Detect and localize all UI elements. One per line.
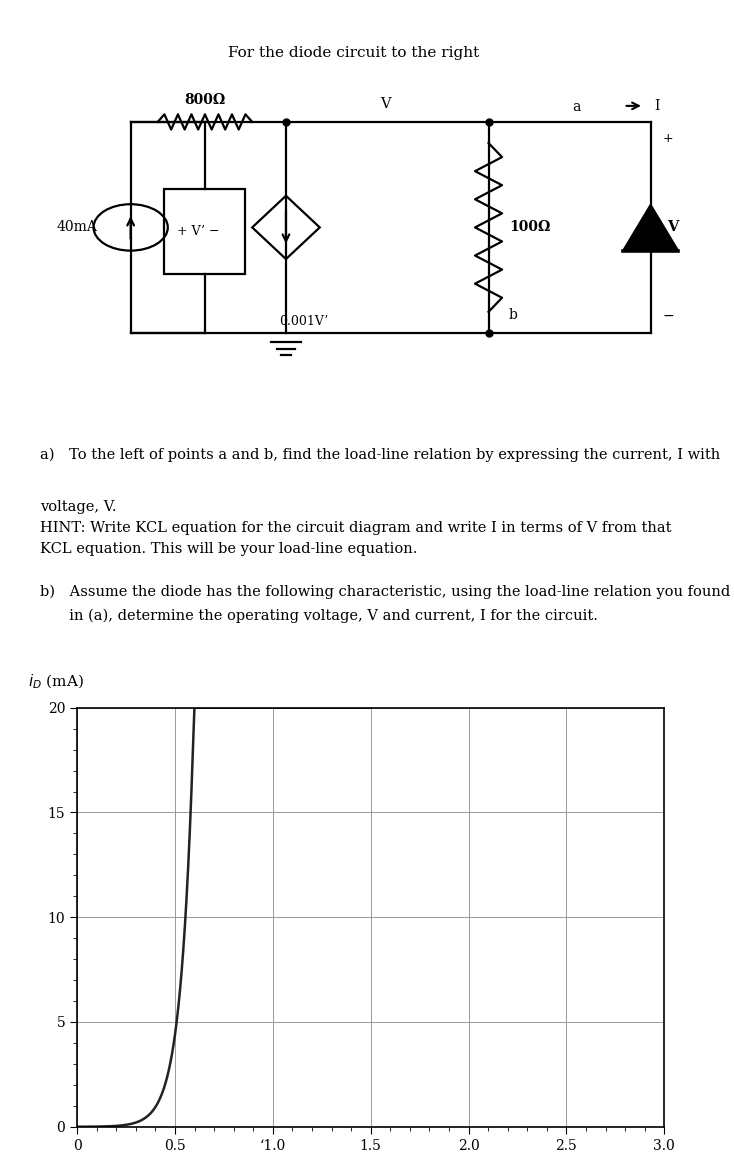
Text: 0.001V’: 0.001V’ xyxy=(279,314,328,328)
Text: voltage, V.: voltage, V. xyxy=(40,501,117,514)
Text: 40mA: 40mA xyxy=(57,220,97,234)
Polygon shape xyxy=(622,204,678,250)
Text: 800Ω: 800Ω xyxy=(184,93,225,107)
Text: +: + xyxy=(663,133,673,146)
Text: HINT: Write KCL equation for the circuit diagram and write I in terms of V from : HINT: Write KCL equation for the circuit… xyxy=(40,521,672,535)
Text: V: V xyxy=(381,98,391,112)
Text: b) Assume the diode has the following characteristic, using the load-line relati: b) Assume the diode has the following ch… xyxy=(40,585,730,599)
Text: in (a), determine the operating voltage, V and current, I for the circuit.: in (a), determine the operating voltage,… xyxy=(40,609,598,623)
Text: a: a xyxy=(572,100,581,114)
Text: KCL equation. This will be your load-line equation.: KCL equation. This will be your load-lin… xyxy=(40,542,418,556)
Text: $i_D$ (mA): $i_D$ (mA) xyxy=(28,673,84,691)
Text: For the diode circuit to the right: For the diode circuit to the right xyxy=(228,47,479,61)
Text: −: − xyxy=(663,308,675,322)
Text: a) To the left of points a and b, find the load-line relation by expressing the : a) To the left of points a and b, find t… xyxy=(40,448,721,462)
Text: 100Ω: 100Ω xyxy=(509,220,550,234)
Text: I: I xyxy=(654,99,659,113)
Text: V: V xyxy=(667,220,679,234)
Text: b: b xyxy=(509,308,517,322)
Text: + V’ −: + V’ − xyxy=(177,225,219,239)
